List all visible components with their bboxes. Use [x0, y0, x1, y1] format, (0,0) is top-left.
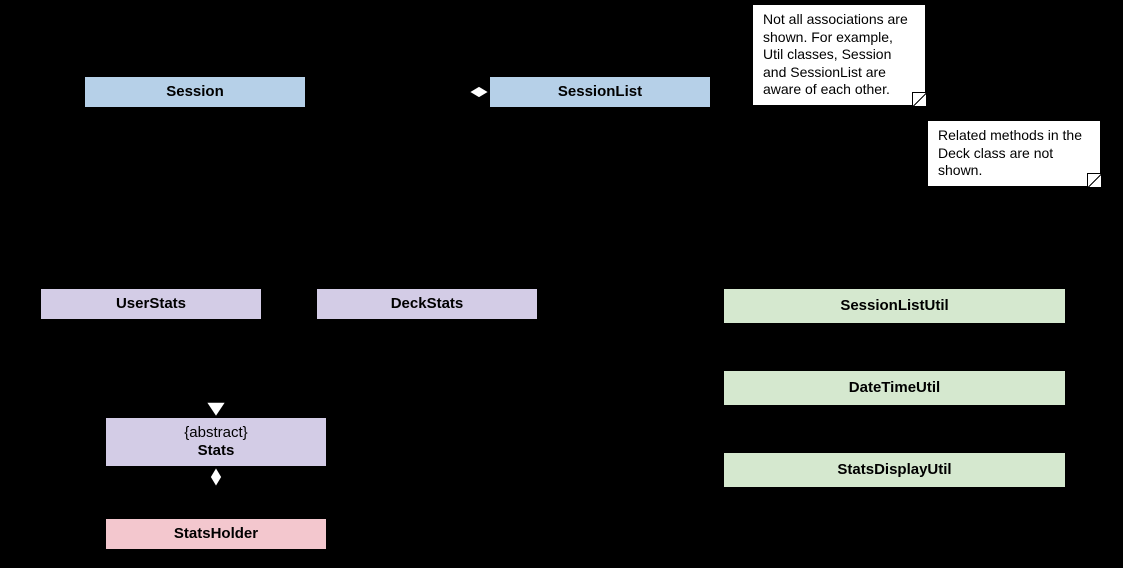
class-statsdisplayutil-label: StatsDisplayUtil: [837, 461, 951, 479]
class-statsdisplayutil: StatsDisplayUtil: [723, 452, 1066, 488]
class-session-label: Session: [166, 83, 224, 101]
class-statsholder: StatsHolder: [105, 518, 327, 550]
note-deck-methods: Related methods in the Deck class are no…: [927, 120, 1101, 187]
class-stats-stereotype: {abstract}: [184, 424, 247, 442]
note-fold-icon: [1087, 173, 1101, 187]
class-stats: {abstract} Stats: [105, 417, 327, 467]
class-datetimeutil: DateTimeUtil: [723, 370, 1066, 406]
diagram-canvas: Session SessionList UserStats DeckStats …: [0, 0, 1123, 568]
class-userstats: UserStats: [40, 288, 262, 320]
class-stats-label: Stats: [198, 442, 235, 460]
class-deckstats-label: DeckStats: [391, 295, 464, 313]
class-sessionlistutil-label: SessionListUtil: [840, 297, 948, 315]
class-datetimeutil-label: DateTimeUtil: [849, 379, 940, 397]
class-statsholder-label: StatsHolder: [174, 525, 258, 543]
note-fold-icon: [912, 92, 926, 106]
class-session: Session: [84, 76, 306, 108]
class-sessionlist-label: SessionList: [558, 83, 642, 101]
class-deckstats: DeckStats: [316, 288, 538, 320]
note-associations-text: Not all associations are shown. For exam…: [763, 11, 908, 97]
note-deck-methods-text: Related methods in the Deck class are no…: [938, 127, 1082, 178]
class-sessionlist: SessionList: [489, 76, 711, 108]
class-sessionlistutil: SessionListUtil: [723, 288, 1066, 324]
note-associations: Not all associations are shown. For exam…: [752, 4, 926, 106]
class-userstats-label: UserStats: [116, 295, 186, 313]
